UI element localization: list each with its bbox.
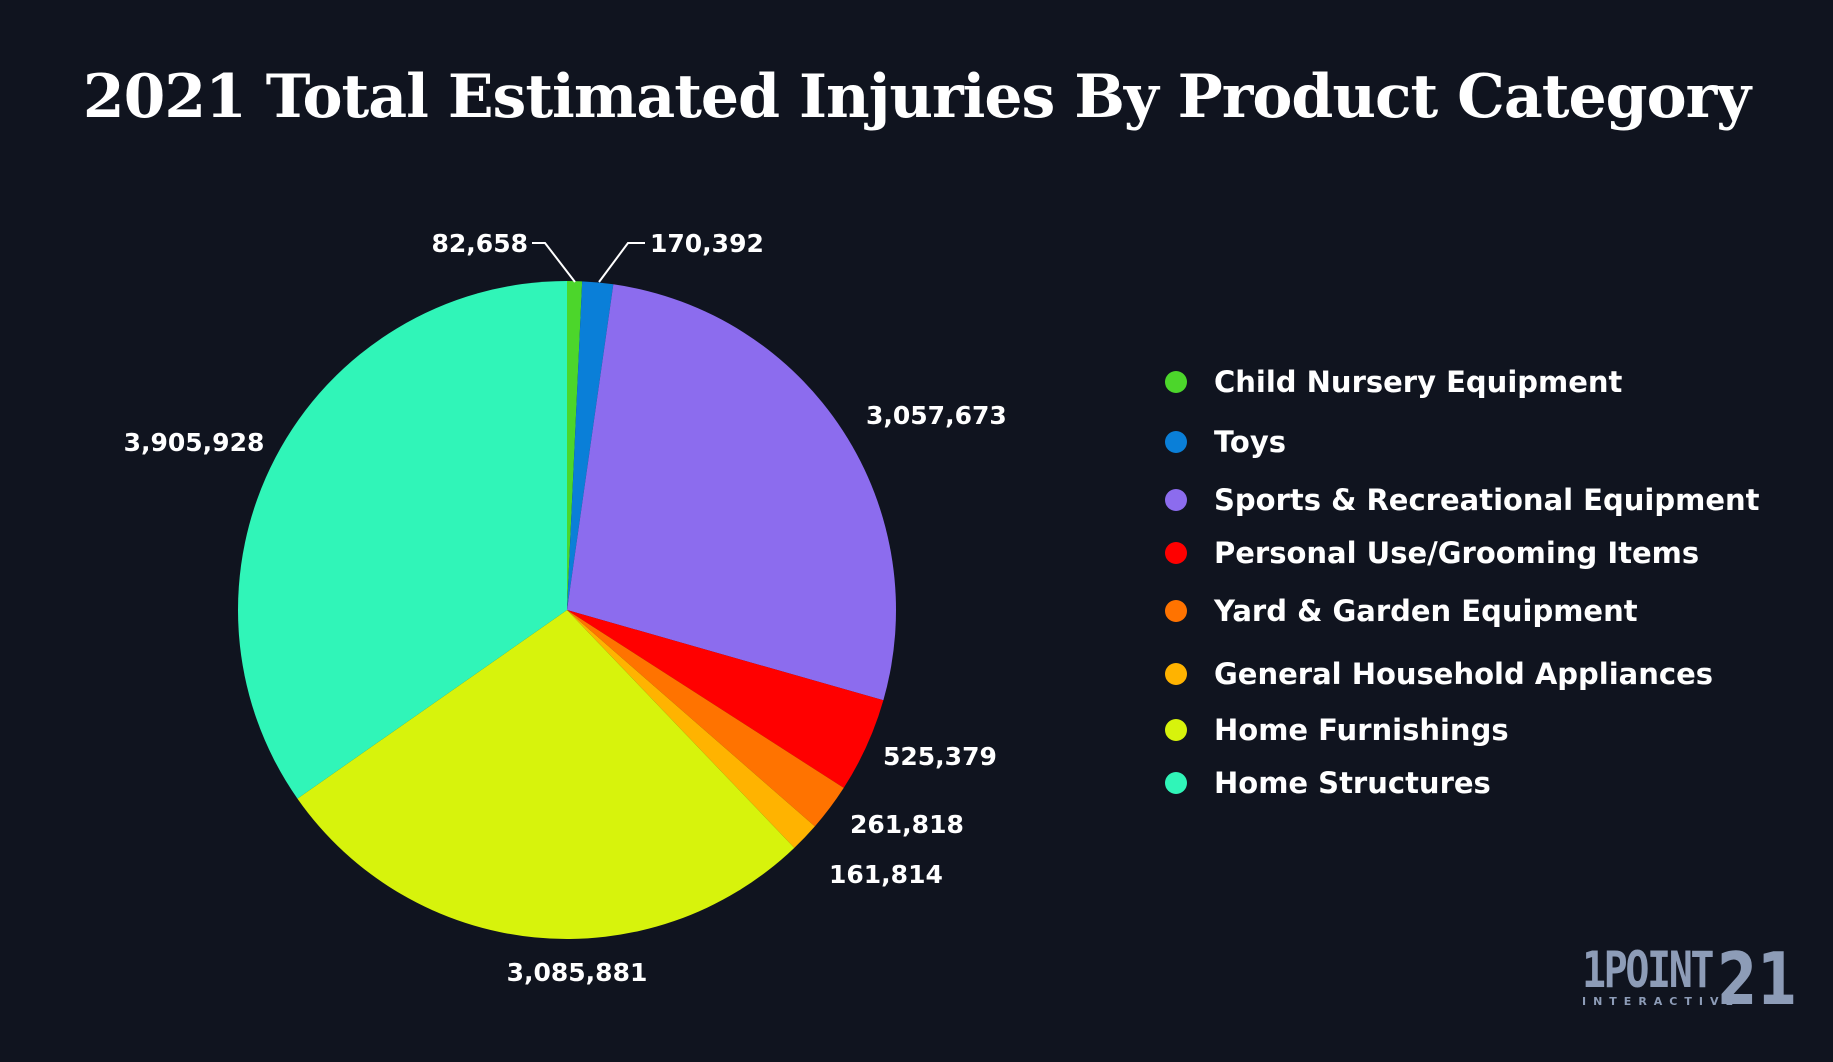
legend-swatch	[1165, 371, 1187, 393]
logo-main: 1POINT	[1582, 941, 1714, 999]
legend-label: Child Nursery Equipment	[1214, 365, 1623, 399]
pie-slice	[238, 281, 568, 799]
legend-label: Personal Use/Grooming Items	[1214, 536, 1700, 570]
legend-label: Sports & Recreational Equipment	[1214, 483, 1760, 517]
pie-slice	[567, 610, 844, 827]
pie-slice	[567, 281, 583, 610]
legend-swatch	[1165, 600, 1187, 622]
data-label: 3,905,928	[124, 428, 265, 457]
pie-slice	[567, 281, 614, 610]
legend-swatch	[1165, 719, 1187, 741]
legend-item: Toys	[1165, 425, 1286, 459]
logo-sub: INTERACTIVE	[1582, 995, 1740, 1008]
data-label: 3,057,673	[866, 401, 1007, 430]
legend-label: Home Furnishings	[1214, 713, 1509, 747]
legend-label: Toys	[1214, 425, 1287, 459]
chart-title: 2021 Total Estimated Injuries By Product…	[82, 62, 1751, 132]
legend-label: General Household Appliances	[1214, 657, 1714, 691]
leader-line	[598, 242, 645, 283]
legend-swatch	[1165, 663, 1187, 685]
legend-item: Personal Use/Grooming Items	[1165, 536, 1699, 570]
legend-swatch	[1165, 542, 1187, 564]
pie-slice	[297, 610, 795, 939]
legend-item: Sports & Recreational Equipment	[1165, 483, 1760, 517]
data-label: 3,085,881	[507, 958, 648, 987]
data-label: 161,814	[829, 860, 943, 889]
legend-item: Yard & Garden Equipment	[1165, 594, 1638, 628]
data-label: 170,392	[650, 229, 764, 258]
data-label: 525,379	[883, 742, 997, 771]
legend-label: Yard & Garden Equipment	[1214, 594, 1638, 628]
pie-slice	[567, 610, 815, 848]
legend-item: Home Structures	[1165, 766, 1491, 800]
pie-slice	[567, 284, 897, 701]
pie-slice	[567, 610, 884, 788]
legend-label: Home Structures	[1214, 766, 1491, 800]
legend-swatch	[1165, 772, 1187, 794]
legend-item: Child Nursery Equipment	[1165, 365, 1622, 399]
logo: 1POINT 21 INTERACTIVE	[1582, 941, 1797, 1015]
legend-item: General Household Appliances	[1165, 657, 1713, 691]
legend-swatch	[1165, 431, 1187, 453]
data-label: 82,658	[432, 229, 528, 258]
data-label: 261,818	[850, 810, 964, 839]
legend-item: Home Furnishings	[1165, 713, 1509, 747]
logo-number: 21	[1717, 937, 1798, 1021]
legend-swatch	[1165, 489, 1187, 511]
leader-line	[532, 242, 576, 283]
